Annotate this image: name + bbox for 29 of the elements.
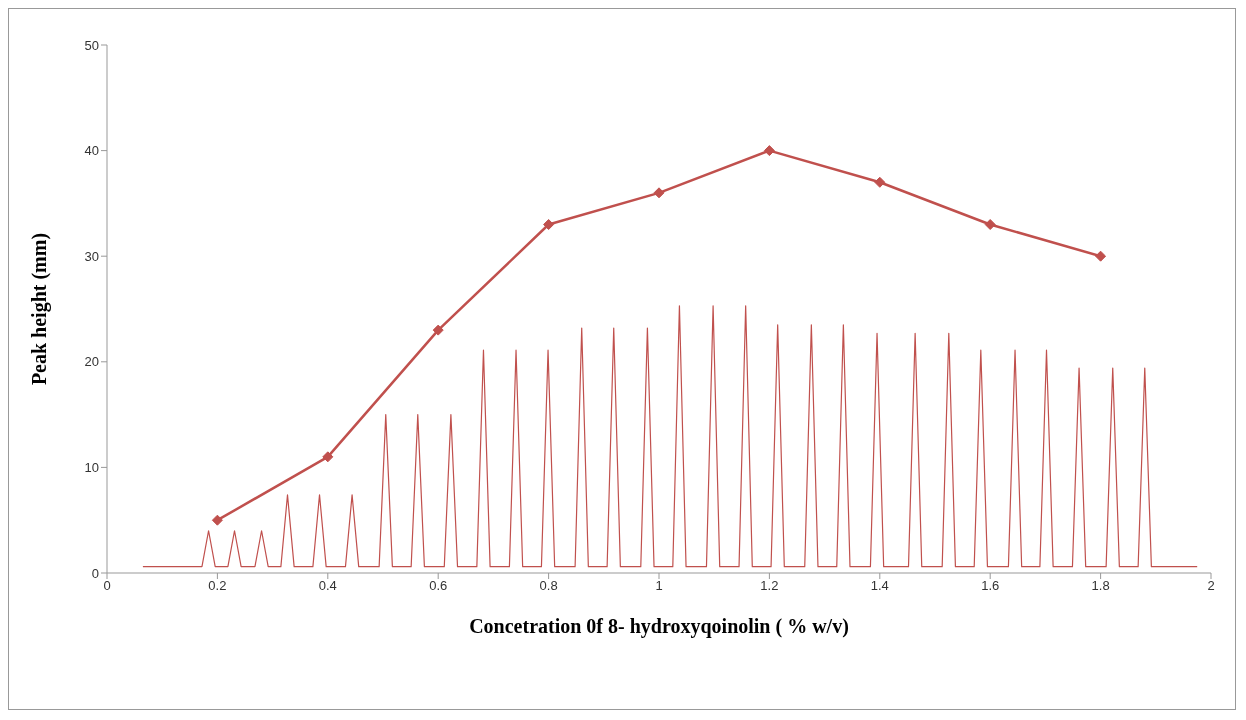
point [984, 219, 996, 231]
x-tick-label: 1.6 [981, 578, 1000, 594]
x-tick-label: 1.4 [870, 578, 889, 594]
y-tick-label: 20 [84, 354, 99, 370]
x-tick-label: 2 [1207, 578, 1215, 594]
x-tick-label: 0.4 [318, 578, 337, 594]
x-tick-label: 0 [103, 578, 111, 594]
x-tick-label: 0.6 [429, 578, 448, 594]
point [1095, 250, 1107, 262]
point [211, 514, 223, 526]
y-tick-label: 40 [84, 143, 99, 159]
x-axis-title: Concetration 0f 8- hydroxyqoinolin ( % w/v) [469, 615, 849, 638]
x-tick-label: 0.8 [539, 578, 558, 594]
point [432, 324, 444, 336]
x-tick-label: 1 [655, 578, 663, 594]
x-tick-label: 1.8 [1091, 578, 1110, 594]
point [322, 451, 334, 463]
point [543, 219, 555, 231]
y-tick-label: 10 [84, 460, 99, 476]
point [763, 145, 775, 157]
point [874, 176, 886, 188]
line-series [142, 305, 1198, 568]
x-tick-label: 1.2 [760, 578, 779, 594]
y-tick-label: 0 [91, 565, 99, 581]
y-tick-label: 30 [84, 248, 99, 264]
x-tick-label: 0.2 [208, 578, 227, 594]
y-tick-label: 50 [84, 37, 99, 53]
y-axis-title: Peak height (mm) [28, 232, 52, 386]
point [653, 187, 665, 199]
